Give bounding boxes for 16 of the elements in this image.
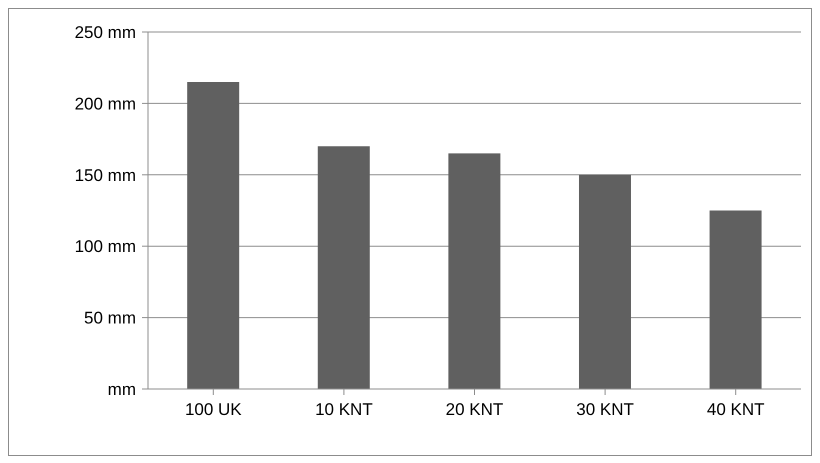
- bar: [578, 174, 631, 389]
- y-tick-label: 250 mm: [74, 23, 136, 42]
- x-tick-label: 100 UK: [184, 400, 242, 420]
- x-tick-label: 30 KNT: [576, 400, 634, 420]
- y-tick-label: mm: [108, 380, 136, 400]
- bar: [318, 146, 370, 389]
- x-tick-label: 20 KNT: [446, 400, 504, 420]
- x-tick-label: 10 KNT: [315, 400, 373, 420]
- bar: [448, 153, 500, 389]
- y-tick-label: 100 mm: [74, 237, 136, 256]
- bar: [187, 82, 240, 389]
- y-tick-label: 150 mm: [74, 166, 136, 185]
- y-tick-label: 50 mm: [84, 308, 136, 328]
- bar: [710, 210, 762, 389]
- x-tick-label: 40 KNT: [706, 400, 765, 420]
- y-tick-label: 200 mm: [74, 94, 136, 114]
